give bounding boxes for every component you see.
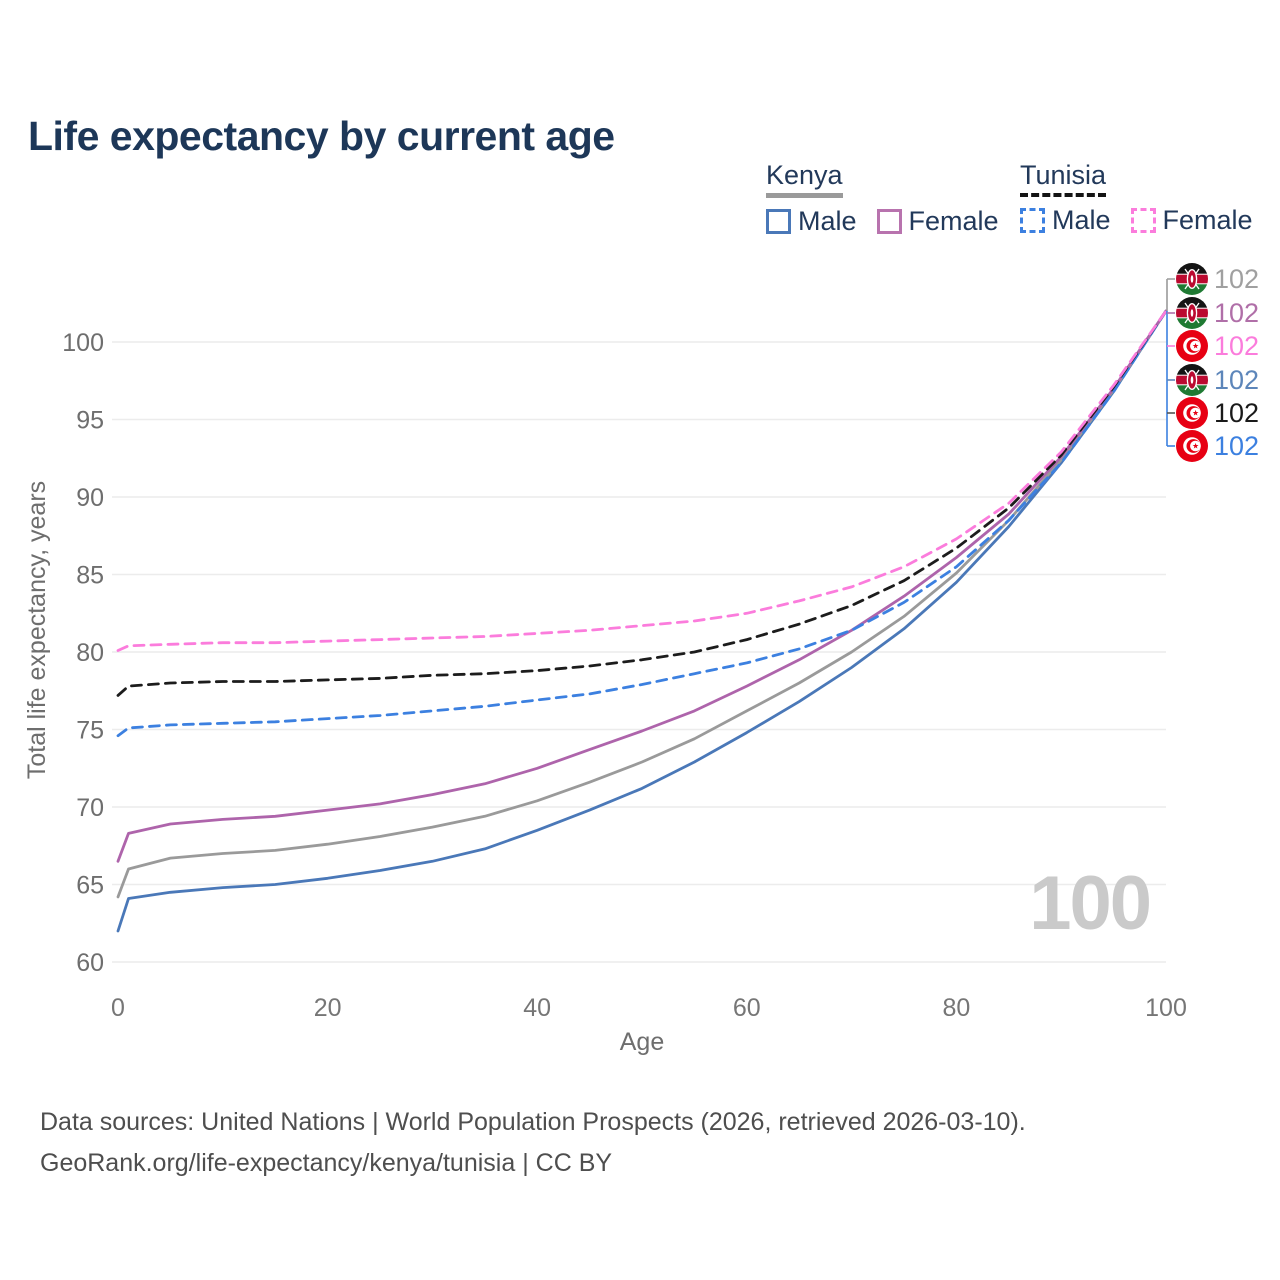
flag-icon-kenya	[1176, 263, 1208, 295]
legend-item-label: Female	[1162, 205, 1253, 235]
y-tick-label: 70	[76, 794, 104, 822]
tunisia-male-swatch	[1020, 208, 1045, 233]
x-axis-title: Age	[620, 1028, 664, 1056]
x-tick-label: 100	[1145, 994, 1187, 1022]
y-tick-label: 75	[76, 717, 104, 745]
legend-item-kenya-female[interactable]: Female	[876, 206, 999, 237]
flag-icon-tunisia	[1176, 330, 1208, 362]
end-value-label-tunisia-female: 102	[1214, 331, 1259, 361]
flag-icon-kenya	[1176, 297, 1208, 329]
legend-item-tunisia-female[interactable]: Female	[1130, 205, 1253, 236]
y-axis-title: Total life expectancy, years	[23, 481, 51, 779]
age-counter-watermark: 100	[1029, 861, 1152, 946]
series-line-kenya-male	[116, 309, 1168, 933]
y-tick-label: 85	[76, 562, 104, 590]
legend-item-label: Male	[798, 206, 857, 236]
end-value-label-kenya-female: 102	[1214, 298, 1259, 328]
page-title: Life expectancy by current age	[28, 113, 615, 160]
y-tick-label: 80	[76, 639, 104, 667]
end-value-label-tunisia-male: 102	[1214, 431, 1259, 461]
attribution-text: GeoRank.org/life-expectancy/kenya/tunisi…	[40, 1149, 613, 1177]
legend-group-kenya: Kenya Male Female	[766, 160, 999, 237]
y-tick-label: 95	[76, 407, 104, 435]
x-tick-label: 60	[733, 994, 761, 1022]
legend-item-label: Female	[908, 206, 999, 236]
data-sources-text: Data sources: United Nations | World Pop…	[40, 1108, 1026, 1136]
legend-group-kenya-label[interactable]: Kenya	[766, 160, 843, 198]
y-tick-label: 90	[76, 484, 104, 512]
tunisia-female-swatch	[1130, 208, 1156, 233]
kenya-male-swatch	[766, 209, 791, 234]
legend-group-tunisia-label[interactable]: Tunisia	[1020, 160, 1107, 197]
x-tick-label: 0	[111, 994, 125, 1022]
x-tick-label: 80	[942, 994, 970, 1022]
y-tick-label: 60	[76, 949, 104, 977]
series-line-tunisia-female	[116, 309, 1168, 652]
end-value-label-kenya-both-sexes: 102	[1214, 264, 1259, 294]
legend-item-label: Male	[1052, 205, 1111, 235]
series-line-kenya-female	[116, 309, 1168, 863]
flag-icon-kenya	[1176, 364, 1208, 396]
y-tick-label: 100	[62, 329, 104, 357]
y-tick-label: 65	[76, 872, 104, 900]
flag-icon-tunisia	[1176, 397, 1208, 429]
legend-item-tunisia-male[interactable]: Male	[1020, 205, 1111, 236]
end-value-label-kenya-male: 102	[1214, 365, 1259, 395]
series-line-tunisia-male	[116, 309, 1168, 738]
series-line-tunisia-both-sexes	[116, 309, 1168, 697]
kenya-female-swatch	[876, 209, 902, 234]
legend-group-tunisia: Tunisia Male Female	[1020, 160, 1253, 236]
x-tick-label: 20	[314, 994, 342, 1022]
series-line-kenya-both-sexes	[116, 309, 1168, 899]
end-value-label-tunisia-both-sexes: 102	[1214, 398, 1259, 428]
legend-item-kenya-male[interactable]: Male	[766, 206, 857, 237]
flag-icon-tunisia	[1176, 430, 1208, 462]
x-tick-label: 40	[523, 994, 551, 1022]
footer: Data sources: United Nations | World Pop…	[40, 1102, 1026, 1184]
